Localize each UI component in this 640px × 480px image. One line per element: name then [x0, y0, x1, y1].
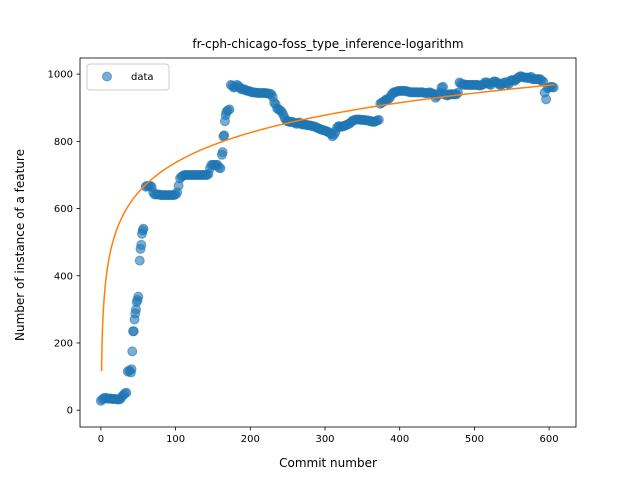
data-point	[219, 130, 230, 141]
legend-label-data: data	[131, 72, 154, 83]
data-point	[541, 94, 552, 105]
x-tick-label: 200	[241, 434, 260, 445]
x-tick-label: 300	[315, 434, 334, 445]
legend-marker-data	[102, 71, 112, 82]
chart-title: fr-cph-chicago-foss_type_inference-logar…	[192, 37, 463, 51]
y-tick-label: 600	[54, 204, 73, 215]
data-point	[134, 255, 145, 266]
x-axis-label: Commit number	[279, 456, 377, 470]
data-point	[224, 104, 235, 115]
x-tick-label: 500	[465, 434, 484, 445]
x-axis-ticks: 0 100 200 300 400 500 600	[98, 427, 559, 445]
data-point	[133, 291, 144, 302]
data-point	[136, 239, 147, 250]
data-point	[127, 346, 138, 357]
data-point	[128, 326, 139, 337]
x-tick-label: 600	[540, 434, 559, 445]
legend-box	[86, 63, 170, 91]
x-tick-label: 0	[98, 434, 104, 445]
data-point	[138, 223, 149, 234]
fit-line	[100, 83, 555, 372]
x-tick-label: 100	[166, 434, 185, 445]
y-axis-ticks: 0 200 400 600 800 1000	[48, 70, 80, 417]
y-tick-label: 800	[54, 137, 73, 148]
data-point	[215, 163, 226, 174]
data-point	[217, 147, 228, 158]
x-tick-label: 400	[390, 434, 409, 445]
data-point	[126, 364, 137, 375]
legend: data	[86, 63, 170, 91]
y-tick-label: 200	[54, 338, 73, 349]
y-tick-label: 0	[67, 406, 73, 417]
axes-frame	[79, 57, 577, 428]
y-axis-label: Number of instance of a feature	[13, 149, 27, 341]
series-data	[95, 71, 559, 406]
y-tick-label: 1000	[48, 70, 73, 81]
plot-area	[79, 57, 577, 428]
data-point	[121, 387, 132, 398]
y-tick-label: 400	[54, 271, 73, 282]
data-point	[373, 114, 384, 125]
